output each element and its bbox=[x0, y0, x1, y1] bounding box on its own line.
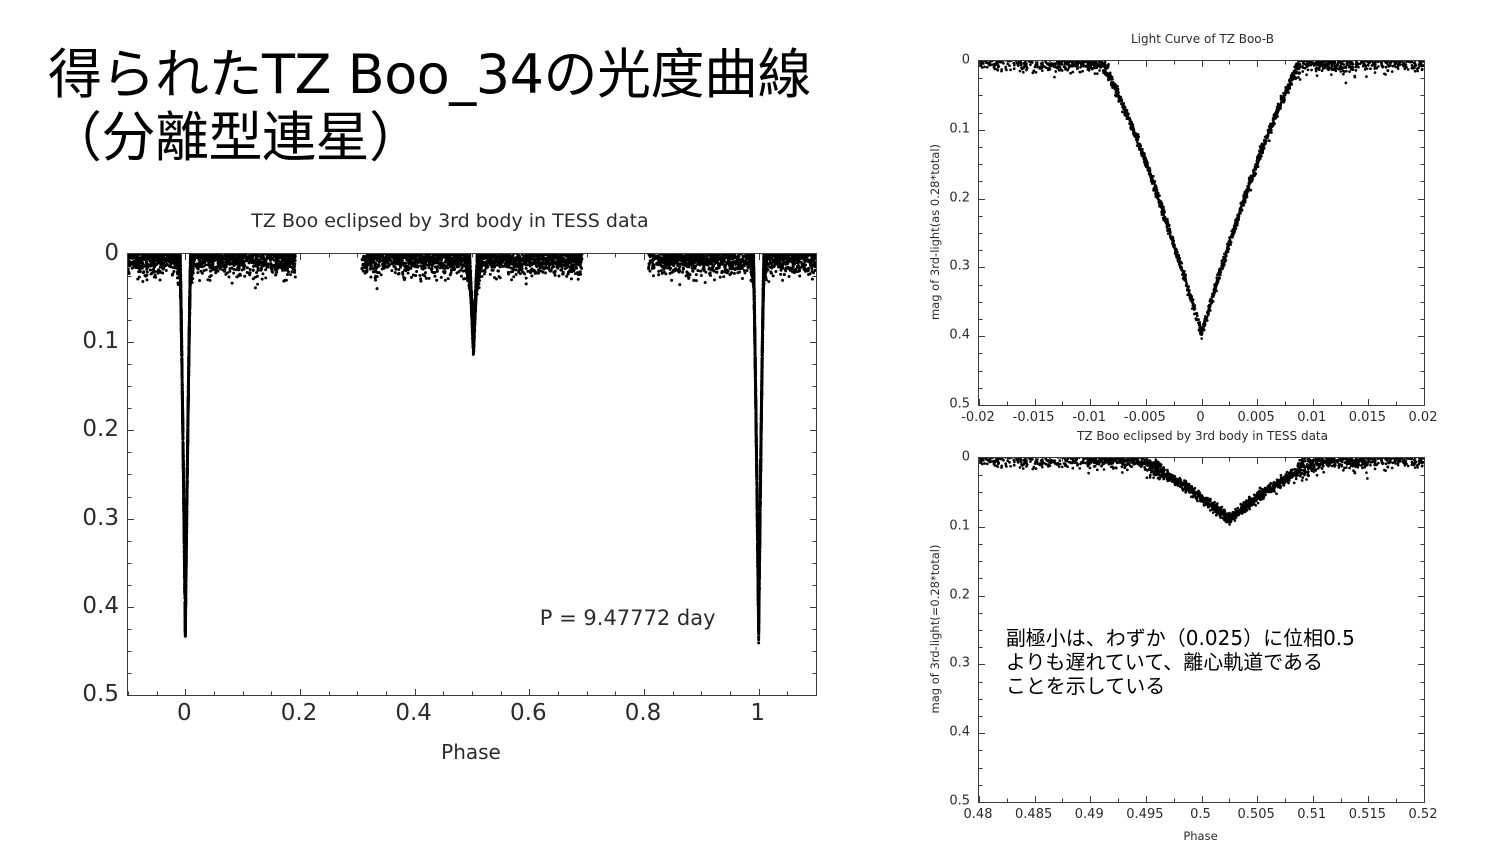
x-axis-tick-label: 0.495 bbox=[1126, 807, 1164, 822]
x-axis-tick-label: 0.48 bbox=[963, 807, 993, 822]
x-axis-tick-label: 0 bbox=[1196, 410, 1205, 425]
y-axis-tick-label: 0.2 bbox=[82, 416, 119, 443]
y-axis-tick-label: 0.3 bbox=[949, 258, 970, 274]
x-axis-tick-label: 0.2 bbox=[280, 700, 318, 726]
y-axis-tick-label: 0.4 bbox=[82, 592, 119, 619]
y-axis-tick-label: 0.1 bbox=[949, 121, 970, 137]
chart-secondary-eclipse-yaxis-label: mag of 3rd-light(=0.28*total) bbox=[928, 544, 942, 714]
x-axis-tick-label: 0.01 bbox=[1297, 410, 1327, 425]
x-axis-tick-label: 0.02 bbox=[1408, 410, 1438, 425]
x-axis-tick-label: -0.02 bbox=[961, 410, 995, 425]
x-axis-tick-label: 0.515 bbox=[1348, 807, 1386, 822]
y-axis-tick-label: 0 bbox=[104, 240, 119, 266]
y-axis-tick-label: 0.2 bbox=[949, 190, 970, 206]
x-axis-tick-label: 0.52 bbox=[1408, 807, 1438, 822]
chart-secondary-eclipse-plot-area bbox=[978, 457, 1425, 803]
y-axis-tick-label: 0.3 bbox=[949, 655, 970, 671]
y-axis-tick-label: 0.4 bbox=[949, 327, 970, 343]
chart-primary-eclipse-title: Light Curve of TZ Boo-B bbox=[1131, 32, 1274, 46]
x-axis-tick-label: -0.015 bbox=[1012, 410, 1055, 425]
y-axis-tick-label: 0.4 bbox=[949, 724, 970, 740]
y-axis-tick-label: 0.1 bbox=[949, 518, 970, 534]
x-axis-tick-label: 0.49 bbox=[1074, 807, 1104, 822]
chart-main-lightcurve: TZ Boo eclipsed by 3rd body in TESS data… bbox=[70, 200, 830, 780]
x-axis-tick-label: 1 bbox=[750, 700, 765, 726]
x-axis-tick-label: 0.51 bbox=[1297, 807, 1327, 822]
x-axis-tick-label: 0.005 bbox=[1237, 410, 1275, 425]
chart-primary-eclipse-plot-area bbox=[978, 60, 1425, 406]
y-axis-tick-label: 0.1 bbox=[82, 328, 119, 355]
chart-primary-eclipse-scatter-canvas bbox=[979, 61, 1424, 405]
chart-secondary-eclipse-title: TZ Boo eclipsed by 3rd body in TESS data bbox=[1077, 429, 1328, 443]
chart-annotation: 副極小は、わずか（0.025）に位相0.5 よりも遅れていて、離心軌道である こ… bbox=[1005, 625, 1355, 699]
x-axis-tick-label: -0.005 bbox=[1123, 410, 1166, 425]
y-axis-tick-label: 0.5 bbox=[82, 681, 119, 707]
chart-annotation: P = 9.47772 day bbox=[539, 605, 716, 630]
chart-secondary-eclipse-xaxis-label: Phase bbox=[1183, 829, 1218, 843]
chart-secondary-eclipse-scatter-canvas bbox=[979, 458, 1424, 802]
x-axis-tick-label: -0.01 bbox=[1072, 410, 1107, 425]
x-axis-tick-label: 0.015 bbox=[1348, 410, 1386, 425]
chart-secondary-eclipse: TZ Boo eclipsed by 3rd body in TESS data… bbox=[905, 424, 1500, 864]
y-axis-tick-label: 0 bbox=[961, 52, 970, 68]
y-axis-tick-label: 0.3 bbox=[82, 504, 119, 531]
x-axis-tick-label: 0.4 bbox=[395, 700, 432, 726]
chart-primary-eclipse-yaxis-label: mag of 3rd-light(as 0.28*total) bbox=[928, 143, 942, 321]
chart-primary-eclipse: Light Curve of TZ Boo-B mag of 3rd-light… bbox=[905, 22, 1500, 425]
chart-main-title: TZ Boo eclipsed by 3rd body in TESS data bbox=[251, 210, 649, 232]
page-title: 得られたTZ Boo_34の光度曲線 （分離型連星） bbox=[48, 43, 811, 169]
chart-main-plot-area bbox=[127, 253, 817, 696]
x-axis-tick-label: 0.6 bbox=[510, 700, 547, 726]
y-axis-tick-label: 0.5 bbox=[949, 793, 970, 809]
x-axis-tick-label: 0.5 bbox=[1190, 807, 1211, 822]
chart-main-scatter-canvas bbox=[128, 254, 816, 695]
x-axis-tick-label: 0.505 bbox=[1237, 807, 1275, 822]
x-axis-tick-label: 0.485 bbox=[1015, 807, 1053, 822]
y-axis-tick-label: 0.5 bbox=[949, 396, 970, 412]
x-axis-tick-label: 0 bbox=[177, 700, 192, 726]
y-axis-tick-label: 0 bbox=[961, 449, 970, 465]
y-axis-tick-label: 0.2 bbox=[949, 587, 970, 603]
x-axis-tick-label: 0.8 bbox=[624, 700, 662, 726]
chart-main-xaxis-label: Phase bbox=[441, 740, 501, 764]
